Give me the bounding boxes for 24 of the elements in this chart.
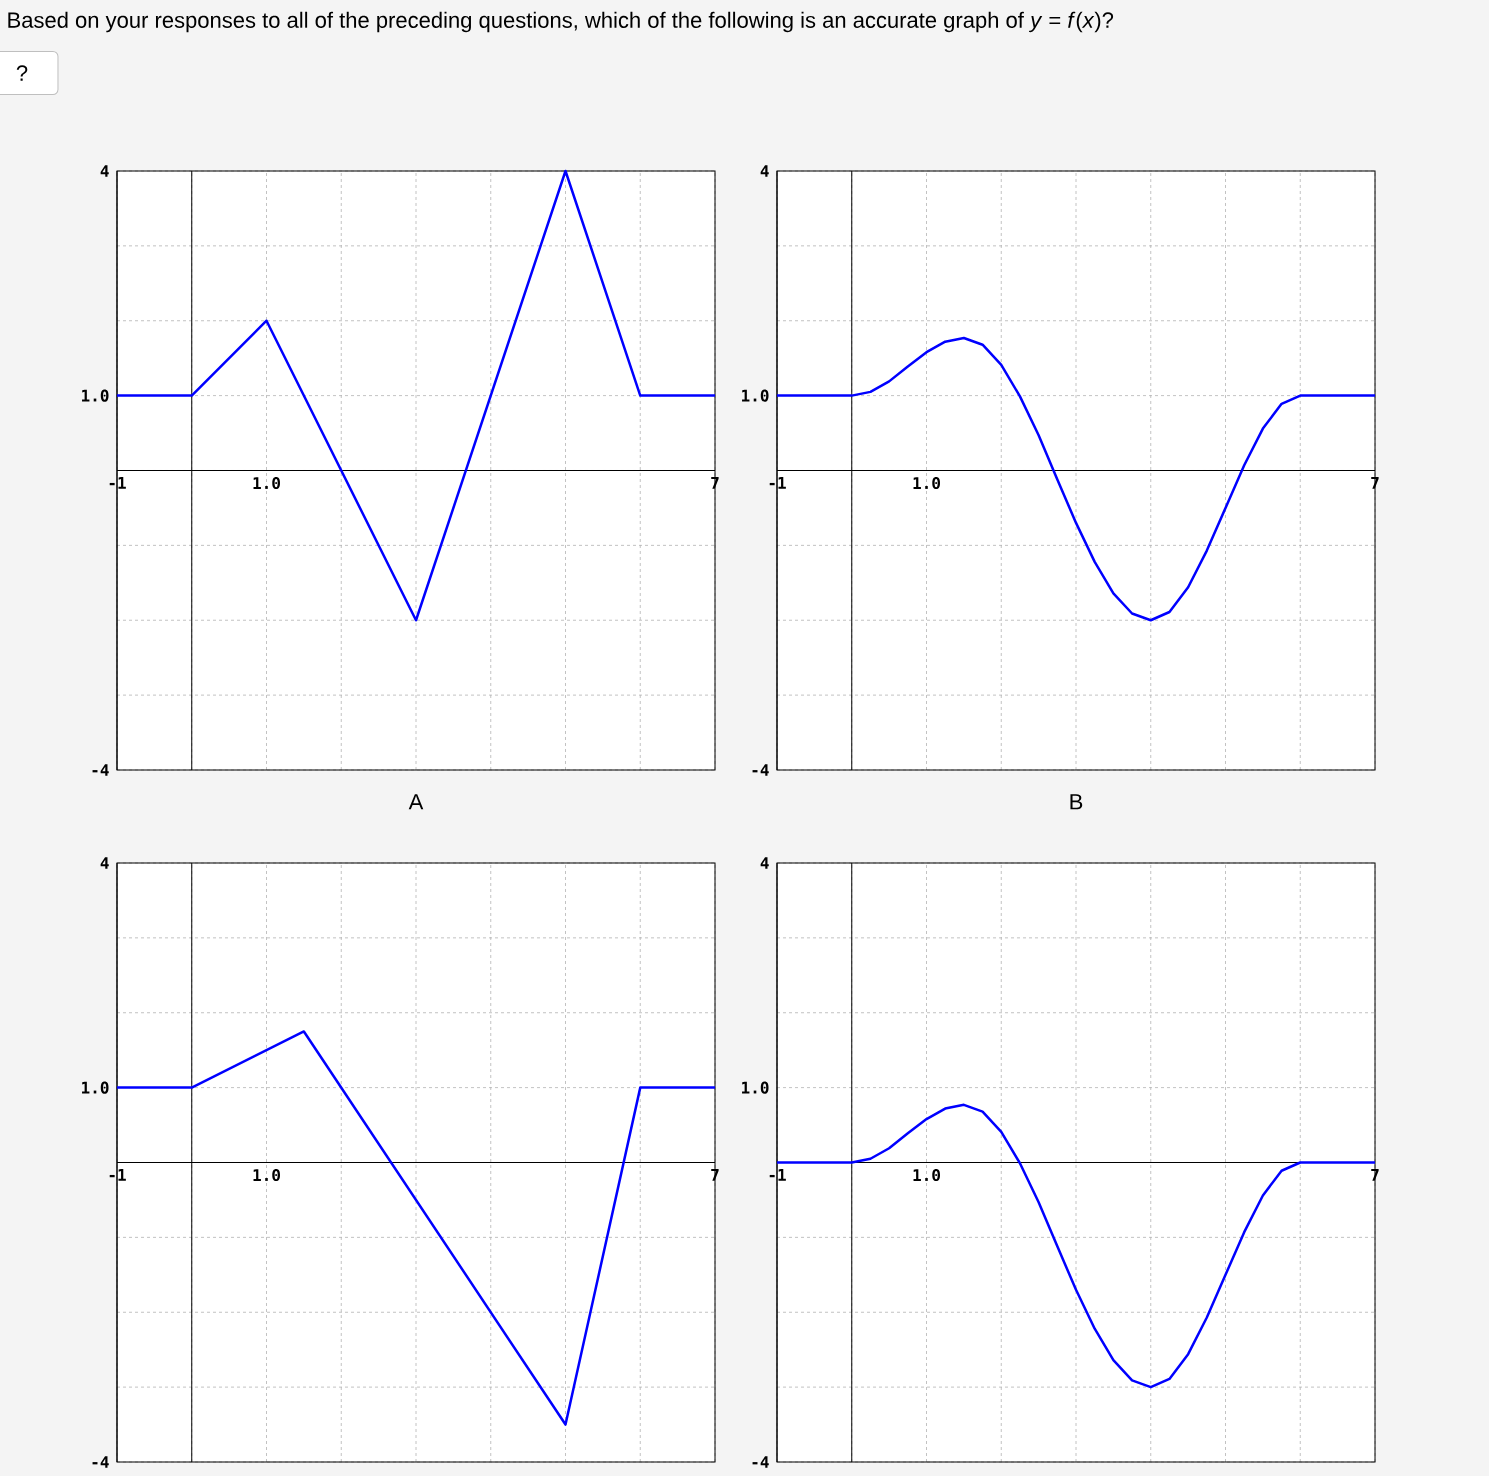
x-tick-label: 1.0 [253, 477, 280, 490]
chart-title: Based on your responses to all of the preceding questions, which of the following is an accurate graph of y = f(x)? [8, 11, 1114, 33]
x-axis-title: A [408, 794, 424, 810]
x-tick-label: 7 [1371, 1169, 1379, 1181]
y-tick-label: 4 [760, 165, 769, 177]
x-tick-label: 7 [1371, 477, 1379, 489]
y-tick-label: 4 [100, 857, 109, 869]
x-tick-label: 1.0 [253, 1169, 280, 1182]
text: ? [16, 65, 28, 81]
y-tick-label: -4 [752, 764, 769, 776]
y-tick-label: 1.0 [742, 389, 769, 402]
x-tick-label: 1.0 [913, 477, 940, 490]
y-tick-label: 1.0 [82, 1081, 109, 1094]
x-axis-title: B [1070, 794, 1083, 810]
x-tick-label: 7 [711, 477, 719, 489]
y-tick-label: 4 [760, 857, 769, 869]
y-tick-label: 4 [100, 165, 109, 177]
y-tick-label: -4 [92, 1456, 109, 1468]
y-tick-label: 1.0 [82, 389, 109, 402]
y-tick-label: -4 [92, 764, 109, 776]
x-tick-label: 7 [711, 1169, 719, 1181]
y-tick-label: -4 [752, 1456, 769, 1468]
x-tick-label: 1.0 [913, 1169, 940, 1182]
y-tick-label: 1.0 [742, 1081, 769, 1094]
